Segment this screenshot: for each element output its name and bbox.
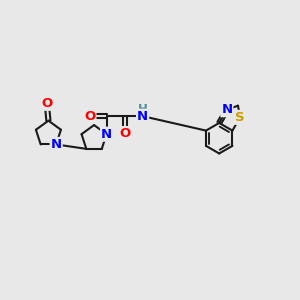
- Text: O: O: [119, 127, 130, 140]
- Text: N: N: [221, 103, 233, 116]
- Text: O: O: [84, 110, 95, 123]
- Text: O: O: [41, 97, 52, 110]
- Text: S: S: [235, 111, 245, 124]
- Text: N: N: [137, 110, 148, 123]
- Text: N: N: [51, 138, 62, 151]
- Text: N: N: [101, 128, 112, 141]
- Text: H: H: [138, 103, 148, 116]
